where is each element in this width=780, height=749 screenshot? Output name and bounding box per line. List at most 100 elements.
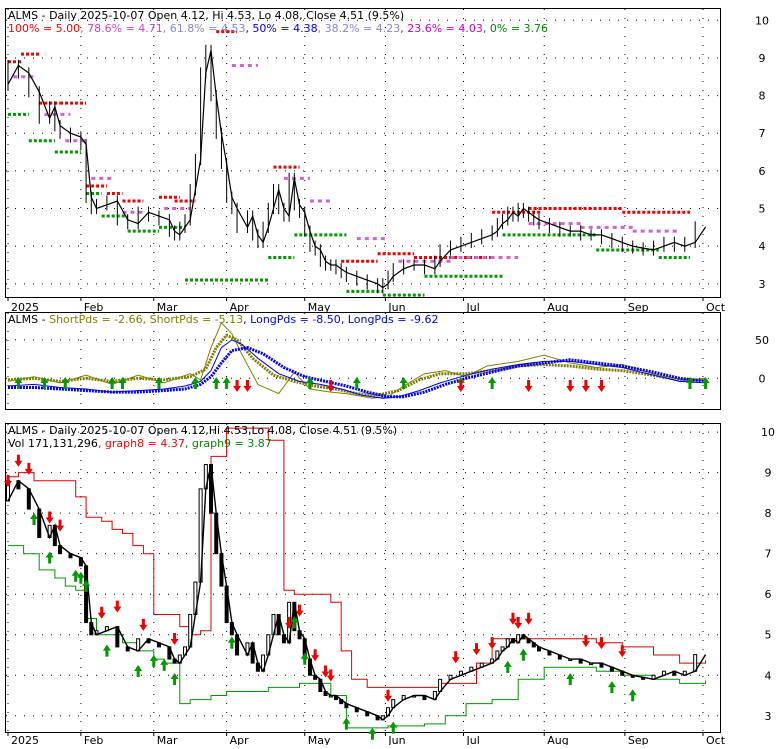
x-tick-label: Mar [157,734,178,745]
buy-arrow [352,377,361,389]
sell-arrow [581,635,590,648]
sell-arrow [618,645,627,658]
sell-arrow [45,511,54,524]
y-tick-label: 7 [759,127,766,140]
buy-arrow [71,569,80,582]
x-tick-label: Sep [628,734,649,745]
volatility-panel-x-ticks: 2025 Feb Mar Apr May Jun Jul Aug Sep Oct [7,732,726,747]
price-panel-x-ticks: 2025 Feb Mar Apr May Jun Jul Aug Sep Oct [7,297,726,314]
buy-arrow [108,377,117,389]
legend-entry: , 38.2% = 4.23 [318,22,401,35]
oscillator-panel-series [7,322,706,399]
legend-entry: , 23.6% = 4.03 [400,22,483,35]
y-tick-label: 10 [761,426,775,439]
volatility-panel-arrows [4,454,637,740]
buy-arrow [76,571,85,584]
buy-arrow [701,377,710,389]
sell-arrow [311,649,320,662]
sell-arrow [243,380,252,392]
buy-arrow [342,717,351,730]
sell-arrow [113,600,122,613]
buy-arrow [30,512,39,525]
y-tick-label: 0 [759,372,766,385]
sell-arrow [581,380,590,392]
y-tick-label: 50 [755,334,769,347]
y-tick-label: 9 [765,467,772,480]
close-line [7,464,707,721]
sell-arrow [524,380,533,392]
buy-arrow [227,636,236,649]
sell-arrow [384,689,393,702]
x-tick-label: May [308,301,331,314]
buy-arrow [40,377,49,389]
buy-arrow [149,654,158,667]
buy-arrow [628,689,637,702]
buy-arrow [102,644,111,657]
y-tick-label: 9 [759,52,766,65]
x-tick-label: Jul [466,301,480,314]
legend-entry: , LongPds = -9.62 [341,313,439,326]
sell-arrow [597,380,606,392]
x-tick-label: Apr [230,301,250,314]
y-tick-label: 8 [765,507,772,520]
y-tick-label: 6 [765,588,772,601]
buy-arrow [170,673,179,686]
price-panel-levels [8,30,690,297]
price-panel-y-ticks: 10 9 8 7 6 5 4 3 [755,14,769,291]
buy-arrow [154,377,163,389]
legend-entry: ShortPds = -2.66 [49,313,143,326]
buy-arrow [134,664,143,677]
y-tick-label: 6 [759,165,766,178]
sell-arrow [597,637,606,650]
close-line [7,50,707,289]
x-tick-label: May [308,734,331,745]
legend-entry: 100% = 5.00 [8,22,80,35]
buy-arrow [45,551,54,564]
sell-arrow [285,616,294,629]
x-tick-label: Oct [706,734,726,745]
sell-arrow [326,669,335,682]
fib-legend: 100% = 5.00, 78.6% = 4.71, 61.8% = 4.53,… [8,22,548,35]
x-tick-label: Jul [466,734,480,745]
legend-entry: Vol 171,131,296 [8,437,98,450]
x-tick-label: 2025 [11,734,39,745]
legend-entry: , 50% = 4.38 [245,22,317,35]
buy-arrow [607,681,616,694]
x-tick-label: Oct [706,301,726,314]
price-panel-series [7,44,707,294]
price-panel-title: ALMS - Daily 2025-10-07 Open 4.12, Hi 4.… [8,9,404,22]
price-panel-frame [5,8,721,298]
long-slow-line [8,346,706,399]
buy-arrow [191,377,200,389]
buy-arrow [389,721,398,734]
legend-entry: , graph9 = 3.87 [185,437,272,450]
buy-arrow [14,377,23,389]
x-tick-label: Feb [84,734,103,745]
legend-entry: , 61.8% = 4.53 [163,22,246,35]
legend-entry: , LongPds = -8.50 [243,313,341,326]
legend-entry: , graph8 = 4.37 [98,437,185,450]
legend-entry: , ShortPds = -5.13 [143,313,244,326]
x-tick-label: Aug [547,734,568,745]
buy-arrow [160,658,169,671]
oscillator-panel-arrows [14,377,710,392]
buy-arrow [61,377,70,389]
buy-arrow [82,579,91,592]
legend-entry: , 0% = 3.76 [483,22,548,35]
buy-arrow [566,673,575,686]
buy-arrow [290,616,299,629]
y-tick-label: 4 [765,669,772,682]
sell-arrow [508,612,517,625]
volatility-legend: Vol 171,131,296, graph8 = 4.37, graph9 =… [8,437,272,450]
y-tick-label: 5 [765,629,772,642]
sell-arrow [56,519,65,532]
x-tick-label: Mar [157,301,178,314]
buy-arrow [368,727,377,740]
short-slow-line [7,333,706,397]
y-tick-label: 8 [759,90,766,103]
volatility-panel-frame [5,423,721,733]
buy-arrow [305,377,314,389]
sell-arrow [321,665,330,678]
sell-arrow [24,462,33,475]
